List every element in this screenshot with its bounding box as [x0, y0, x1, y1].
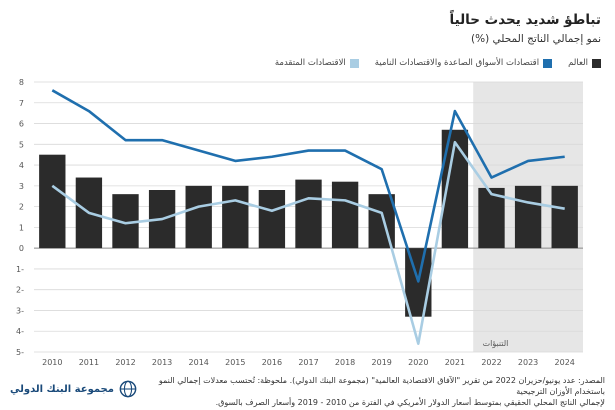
- world-bank-logo: مجموعة البنك الدولي: [10, 380, 137, 398]
- x-tick-label: 2010: [42, 358, 62, 367]
- x-tick-label: 2017: [298, 358, 318, 367]
- y-tick-label: 4: [19, 161, 24, 170]
- globe-icon: [119, 380, 137, 398]
- forecast-label: التنبؤات: [483, 339, 509, 348]
- x-tick-label: 2022: [481, 358, 501, 367]
- line-emde: [51, 89, 565, 283]
- logo-text: مجموعة البنك الدولي: [10, 383, 114, 395]
- x-tick-label: 2021: [445, 358, 465, 367]
- legend-label-advanced: الاقتصادات المتقدمة: [274, 58, 346, 68]
- x-tick-label: 2024: [555, 358, 575, 367]
- legend-item-emde: اقتصادات الأسواق الصاعدة والاقتصادات الن…: [374, 58, 553, 68]
- y-tick-label: 5: [19, 140, 24, 149]
- bar-world: [258, 190, 286, 249]
- bar-world: [551, 185, 578, 249]
- x-tick-label: 2018: [335, 358, 355, 367]
- bar-world: [368, 194, 395, 249]
- x-tick-label: 2016: [262, 358, 282, 367]
- legend-label-emde: اقتصادات الأسواق الصاعدة والاقتصادات الن…: [374, 58, 540, 68]
- chart-title: تباطؤ شديد يحدث حالياً: [449, 12, 601, 28]
- bar-world: [514, 185, 542, 249]
- bar-world: [478, 187, 505, 249]
- line-advanced: [51, 140, 565, 345]
- bar-world: [222, 185, 249, 249]
- y-tick-label: 8: [19, 78, 24, 87]
- y-tick-label: 3-: [16, 306, 24, 315]
- y-tick-label: 2: [19, 203, 24, 212]
- y-tick-label: 1: [19, 223, 24, 232]
- legend-swatch-advanced: [349, 58, 359, 68]
- y-tick-label: 1-: [16, 265, 24, 274]
- source-line-2: لإجمالي الناتج المحلي الحقيقي بمتوسط أسع…: [215, 397, 605, 407]
- x-tick-label: 2023: [518, 358, 538, 367]
- legend-item-world: العالم: [568, 58, 601, 68]
- legend-label-world: العالم: [568, 58, 588, 68]
- x-tick-label: 2013: [152, 358, 172, 367]
- legend-item-advanced: الاقتصادات المتقدمة: [275, 58, 359, 68]
- x-tick-label: 2011: [79, 358, 99, 367]
- chart-subtitle: نمو إجمالي الناتج المحلي (%): [471, 33, 601, 45]
- y-tick-label: 4-: [16, 327, 24, 336]
- source-line-1: المصدر: عدد يونيو/حزيران 2022 من تقرير "…: [158, 376, 605, 396]
- legend-swatch-emde: [543, 58, 553, 68]
- x-tick-label: 2020: [408, 358, 428, 367]
- chart-legend: العالم اقتصادات الأسواق الصاعدة والاقتصا…: [150, 56, 601, 70]
- bar-world: [331, 181, 359, 249]
- y-tick-label: 7: [19, 99, 24, 108]
- x-tick-label: 2019: [372, 358, 392, 367]
- source-note: المصدر: عدد يونيو/حزيران 2022 من تقرير "…: [135, 376, 605, 408]
- y-tick-label: 6: [19, 120, 24, 129]
- bar-world: [295, 179, 322, 249]
- y-tick-label: 5-: [16, 348, 24, 357]
- x-tick-label: 2015: [225, 358, 245, 367]
- growth-chart: التنبؤات 8 7 6 5 4 3 2 1 0 1- 2- 3- 4- 5- 2010 2011 2012 2…: [16, 78, 583, 367]
- bar-world: [39, 154, 66, 249]
- y-tick-label: 3: [19, 182, 24, 191]
- legend-swatch-world: [592, 58, 601, 68]
- y-tick-label: 2-: [16, 286, 24, 295]
- y-tick-label: 0: [19, 244, 24, 253]
- x-tick-label: 2014: [189, 358, 209, 367]
- bar-world: [185, 185, 212, 249]
- x-tick-label: 2012: [115, 358, 135, 367]
